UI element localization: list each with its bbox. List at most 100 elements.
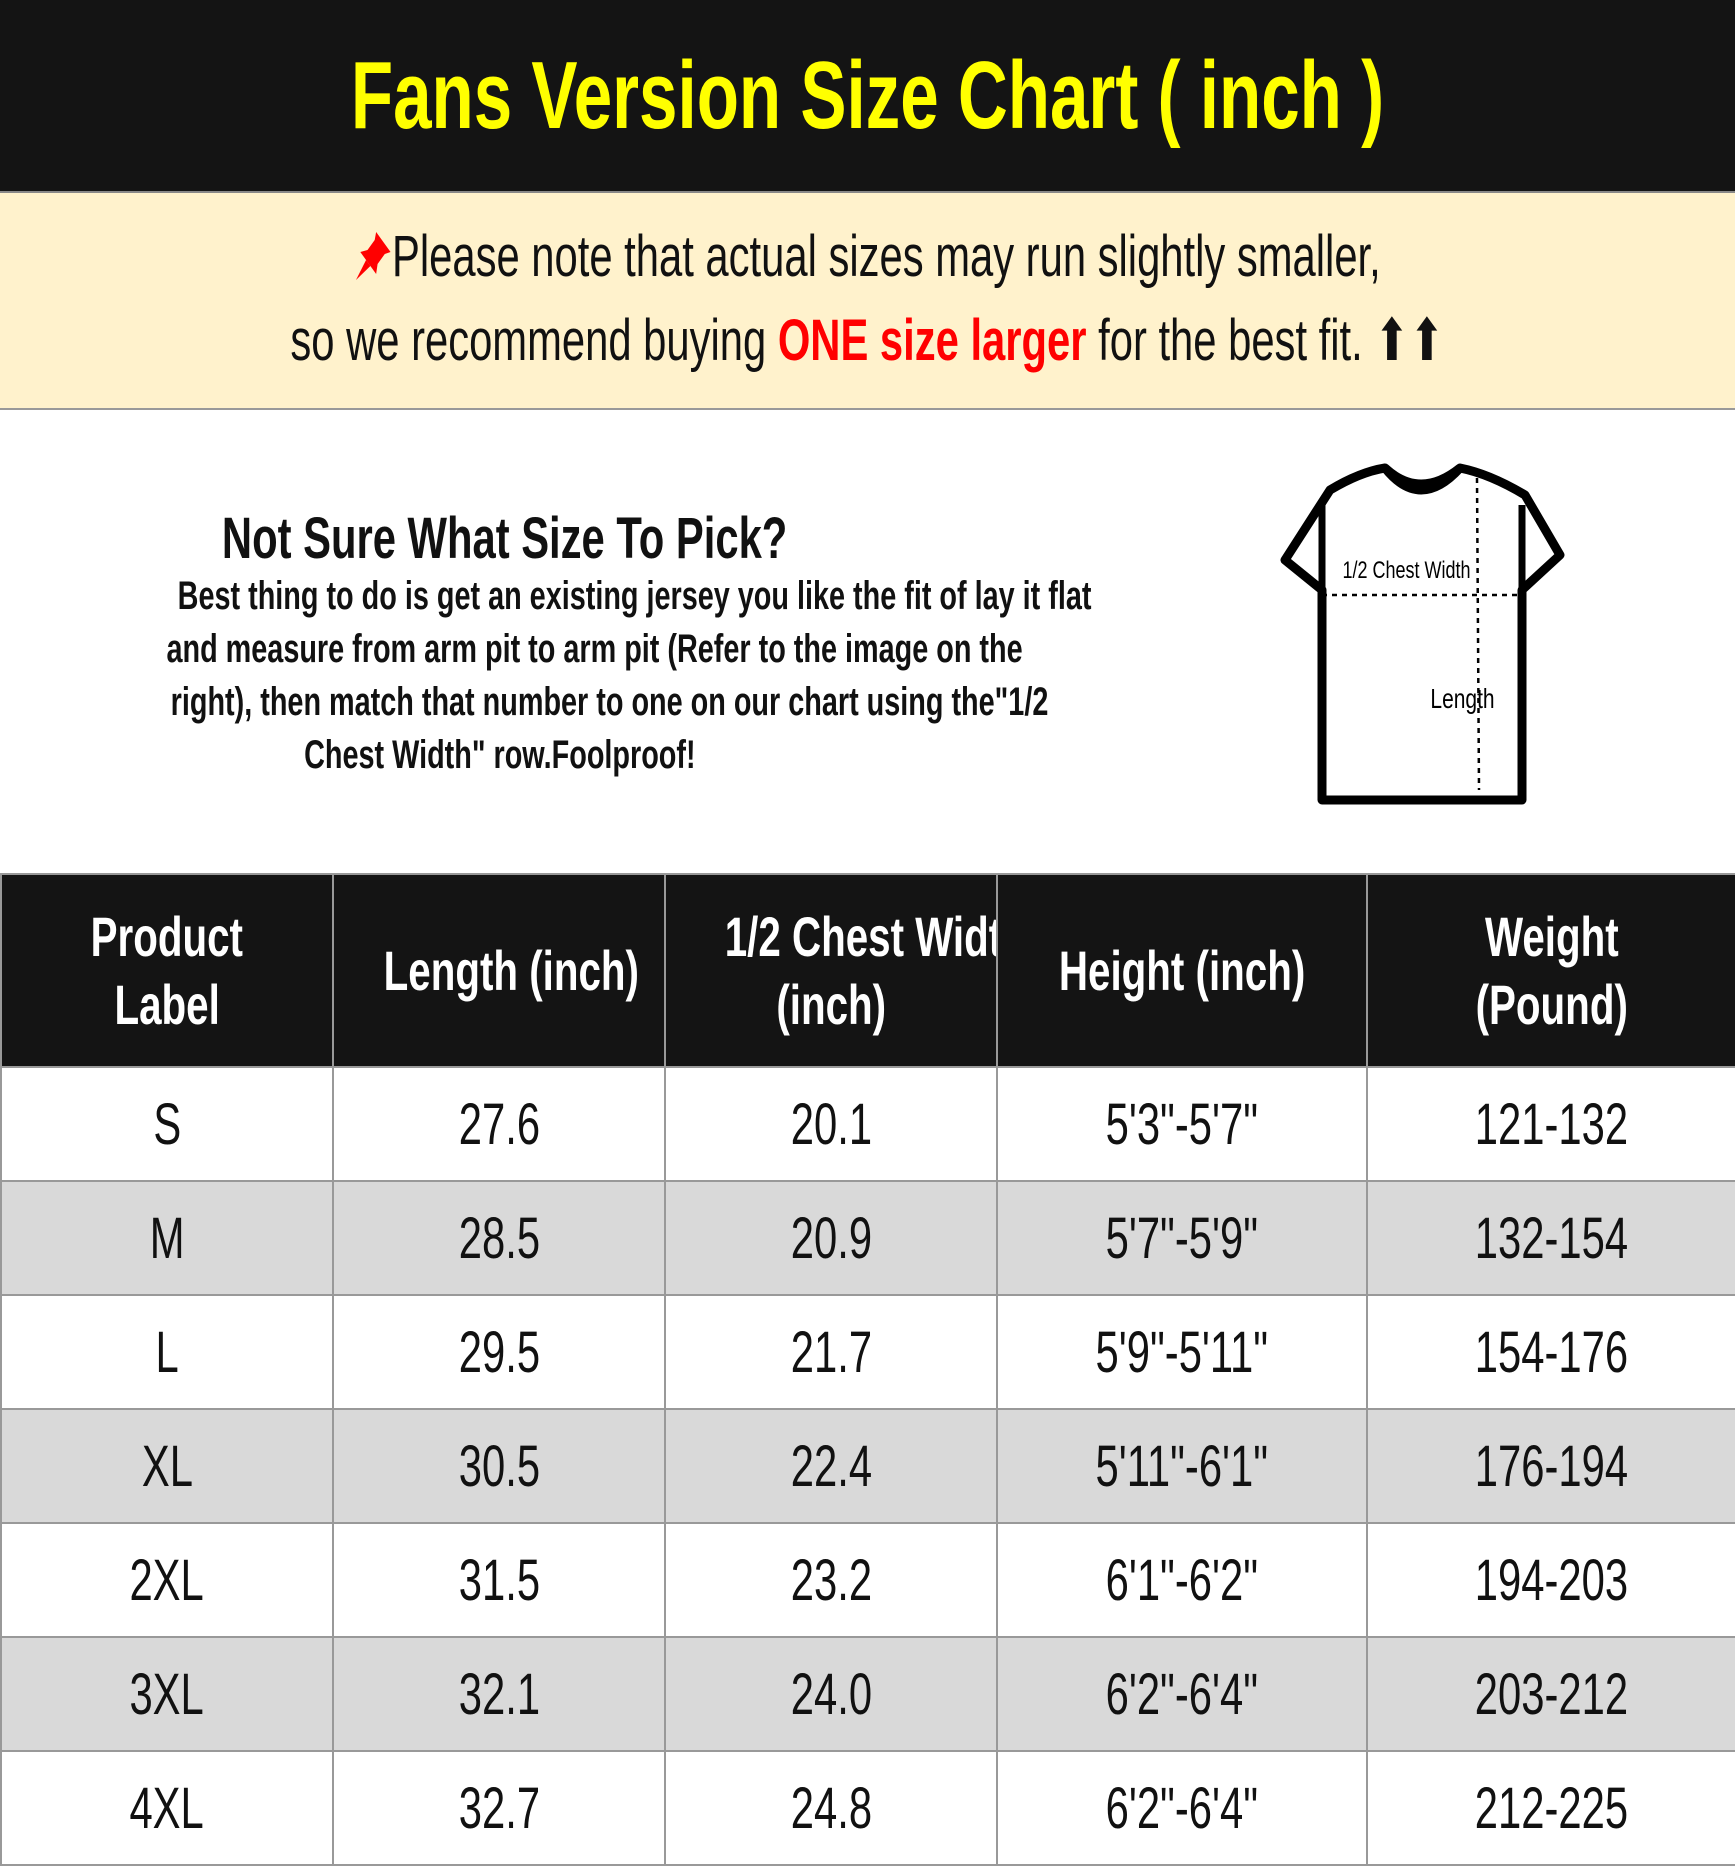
cell-product-label: 2XL	[0, 1522, 334, 1638]
cell-height: 5'11"-6'1"	[996, 1408, 1368, 1524]
cell-product-label: 4XL	[0, 1750, 334, 1866]
title-banner: Fans Version Size Chart ( inch )	[0, 0, 1735, 193]
cell-chest-width: 20.1	[664, 1066, 998, 1182]
cell-value: 27.6	[458, 1091, 540, 1157]
cell-value: 5'9"-5'11"	[1095, 1319, 1269, 1385]
cell-product-label: 3XL	[0, 1636, 334, 1752]
table-row: 4XL 32.7 24.8 6'2"-6'4" 212-225	[0, 1750, 1735, 1866]
cell-chest-width: 20.9	[664, 1180, 998, 1296]
header-text: (inch)	[776, 972, 886, 1036]
size-table: Product Label Length (inch) 1/2 Chest Width…	[0, 873, 1735, 1866]
cell-chest-width: 22.4	[664, 1408, 998, 1524]
cell-value: 6'1"-6'2"	[1105, 1547, 1259, 1613]
header-text: Product	[90, 904, 244, 968]
cell-weight: 121-132	[1366, 1066, 1735, 1182]
cell-chest-width: 21.7	[664, 1294, 998, 1410]
cell-value: 6'2"-6'4"	[1105, 1661, 1259, 1727]
cell-length: 32.1	[332, 1636, 666, 1752]
cell-product-label: M	[0, 1180, 334, 1296]
cell-length: 29.5	[332, 1294, 666, 1410]
cell-weight: 176-194	[1366, 1408, 1735, 1524]
cell-value: 132-154	[1474, 1205, 1629, 1271]
cell-weight: 154-176	[1366, 1294, 1735, 1410]
header-text: Length (inch)	[383, 938, 639, 1002]
column-header-height: Height (inch)	[996, 873, 1368, 1068]
cell-height: 5'7"-5'9"	[996, 1180, 1368, 1296]
cell-length: 30.5	[332, 1408, 666, 1524]
size-notice: Please note that actual sizes may run sl…	[0, 193, 1735, 410]
cell-value: 5'11"-6'1"	[1095, 1433, 1269, 1499]
cell-value: 21.7	[790, 1319, 872, 1385]
cell-value: 29.5	[458, 1319, 540, 1385]
guide-line: and measure from arm pit to arm pit (Ref…	[166, 627, 1023, 671]
cell-height: 6'2"-6'4"	[996, 1636, 1368, 1752]
cell-value: S	[153, 1091, 181, 1157]
cell-value: 6'2"-6'4"	[1105, 1775, 1259, 1841]
guide-line: Chest Width" row.Foolproof!	[304, 733, 696, 777]
cell-value: M	[149, 1205, 185, 1271]
header-text: 1/2 Chest Width	[724, 904, 997, 968]
header-text: Height (inch)	[1058, 938, 1306, 1002]
cell-value: 121-132	[1474, 1091, 1629, 1157]
column-header-weight: Weight (Pound)	[1366, 873, 1735, 1068]
cell-value: 32.1	[458, 1661, 540, 1727]
cell-weight: 212-225	[1366, 1750, 1735, 1866]
cell-value: 20.9	[790, 1205, 872, 1271]
cell-length: 31.5	[332, 1522, 666, 1638]
table-row: XL 30.5 22.4 5'11"-6'1" 176-194	[0, 1408, 1735, 1524]
table-row: M 28.5 20.9 5'7"-5'9" 132-154	[0, 1180, 1735, 1296]
cell-length: 28.5	[332, 1180, 666, 1296]
tshirt-measurement-diagram: 1/2 Chest Width Length	[1280, 463, 1565, 805]
guide-heading: Not Sure What Size To Pick?	[222, 506, 788, 571]
cell-value: 212-225	[1474, 1775, 1629, 1841]
table-row: 2XL 31.5 23.2 6'1"-6'2" 194-203	[0, 1522, 1735, 1638]
cell-length: 32.7	[332, 1750, 666, 1866]
cell-value: 4XL	[129, 1775, 205, 1841]
cell-value: 5'3"-5'7"	[1105, 1091, 1259, 1157]
cell-weight: 203-212	[1366, 1636, 1735, 1752]
cell-value: 24.0	[790, 1661, 872, 1727]
cell-value: L	[155, 1319, 179, 1385]
cell-value: 20.1	[790, 1091, 872, 1157]
cell-value: 203-212	[1474, 1661, 1629, 1727]
cell-chest-width: 23.2	[664, 1522, 998, 1638]
column-header-product-label: Product Label	[0, 873, 334, 1068]
column-header-length: Length (inch)	[332, 873, 666, 1068]
cell-value: 24.8	[790, 1775, 872, 1841]
cell-value: 2XL	[129, 1547, 205, 1613]
guide-line: Best thing to do is get an existing jers…	[177, 574, 1092, 618]
cell-value: 23.2	[790, 1547, 872, 1613]
cell-value: 32.7	[458, 1775, 540, 1841]
cell-value: 22.4	[790, 1433, 872, 1499]
guide-line: right), then match that number to one on…	[170, 680, 1049, 724]
guide-description: Best thing to do is get an existing jers…	[0, 570, 1091, 782]
cell-chest-width: 24.8	[664, 1750, 998, 1866]
chest-width-label: 1/2 Chest Width	[1342, 558, 1470, 584]
notice-line-2-end: for the best fit. ⬆⬆	[1086, 308, 1445, 373]
cell-height: 6'2"-6'4"	[996, 1750, 1368, 1866]
pushpin-icon	[355, 232, 391, 280]
cell-height: 5'9"-5'11"	[996, 1294, 1368, 1410]
cell-value: 28.5	[458, 1205, 540, 1271]
notice-highlight: ONE size larger	[777, 308, 1087, 373]
cell-product-label: L	[0, 1294, 334, 1410]
page-title: Fans Version Size Chart ( inch )	[350, 41, 1385, 149]
cell-product-label: XL	[0, 1408, 334, 1524]
cell-value: 31.5	[458, 1547, 540, 1613]
cell-value: 5'7"-5'9"	[1105, 1205, 1259, 1271]
cell-chest-width: 24.0	[664, 1636, 998, 1752]
cell-value: 176-194	[1474, 1433, 1629, 1499]
cell-height: 5'3"-5'7"	[996, 1066, 1368, 1182]
cell-product-label: S	[0, 1066, 334, 1182]
cell-weight: 194-203	[1366, 1522, 1735, 1638]
column-header-chest-width: 1/2 Chest Width (inch)	[664, 873, 998, 1068]
cell-weight: 132-154	[1366, 1180, 1735, 1296]
notice-line-2-start: so we recommend buying	[290, 308, 778, 373]
cell-value: 3XL	[129, 1661, 205, 1727]
cell-length: 27.6	[332, 1066, 666, 1182]
cell-value: XL	[141, 1433, 193, 1499]
table-row: 3XL 32.1 24.0 6'2"-6'4" 203-212	[0, 1636, 1735, 1752]
cell-value: 30.5	[458, 1433, 540, 1499]
length-label: Length	[1430, 684, 1494, 715]
cell-value: 154-176	[1474, 1319, 1629, 1385]
